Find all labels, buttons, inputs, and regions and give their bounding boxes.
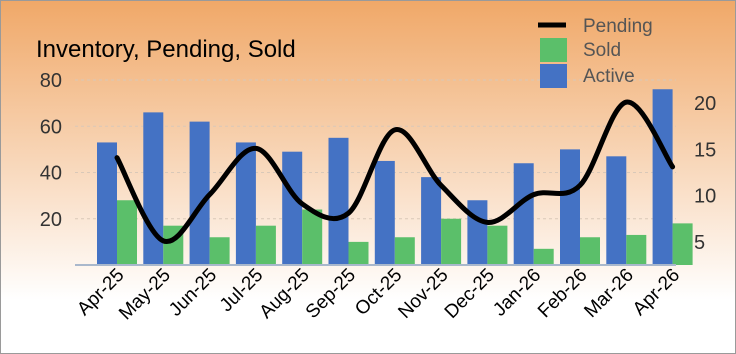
- active-bar: [235, 142, 256, 265]
- sold-bar: [533, 248, 554, 265]
- sold-bar: [302, 209, 323, 265]
- active-bar: [606, 156, 627, 265]
- active-bar: [467, 200, 488, 265]
- sold-bar: [487, 225, 508, 265]
- sold-bar: [209, 237, 230, 265]
- sold-series-bars: [117, 200, 693, 265]
- legend: Pending Sold Active: [538, 16, 653, 88]
- y-axis-right-ticks: 5 10 15 20: [694, 93, 716, 254]
- sold-bar: [348, 241, 369, 265]
- y-left-tick-label: 60: [40, 116, 62, 138]
- sold-bar: [394, 237, 415, 265]
- y-right-tick-label: 10: [694, 186, 716, 208]
- active-bar: [282, 151, 303, 265]
- sold-bar: [580, 237, 600, 265]
- active-bar: [97, 142, 117, 265]
- legend-label: Active: [583, 66, 635, 87]
- active-series-bars: [97, 89, 673, 265]
- active-bar: [328, 137, 349, 265]
- active-bar: [421, 177, 442, 265]
- y-left-tick-label: 40: [40, 163, 62, 185]
- active-bar: [374, 160, 395, 265]
- chart-title: Inventory, Pending, Sold: [36, 36, 296, 63]
- sold-bar: [255, 225, 276, 265]
- sold-bar: [117, 200, 137, 265]
- y-axis-left-ticks: 20 40 60 80: [40, 70, 62, 231]
- legend-swatch: [540, 38, 567, 62]
- legend-label: Pending: [583, 16, 653, 37]
- active-bar: [189, 121, 210, 265]
- y-left-tick-label: 20: [40, 209, 62, 231]
- y-right-tick-label: 5: [694, 232, 705, 254]
- active-bar: [560, 149, 580, 265]
- sold-bar: [441, 218, 462, 265]
- pending-line: [114, 99, 676, 244]
- active-bar: [652, 89, 673, 265]
- pending-series-line: [114, 99, 676, 244]
- y-right-tick-label: 15: [694, 139, 716, 161]
- sold-bar: [626, 234, 647, 265]
- y-left-tick-label: 80: [40, 70, 62, 92]
- legend-swatch: [540, 64, 567, 88]
- legend-label: Sold: [583, 40, 621, 61]
- sold-bar: [672, 223, 693, 265]
- active-bar: [513, 163, 534, 265]
- y-right-tick-label: 20: [694, 93, 716, 115]
